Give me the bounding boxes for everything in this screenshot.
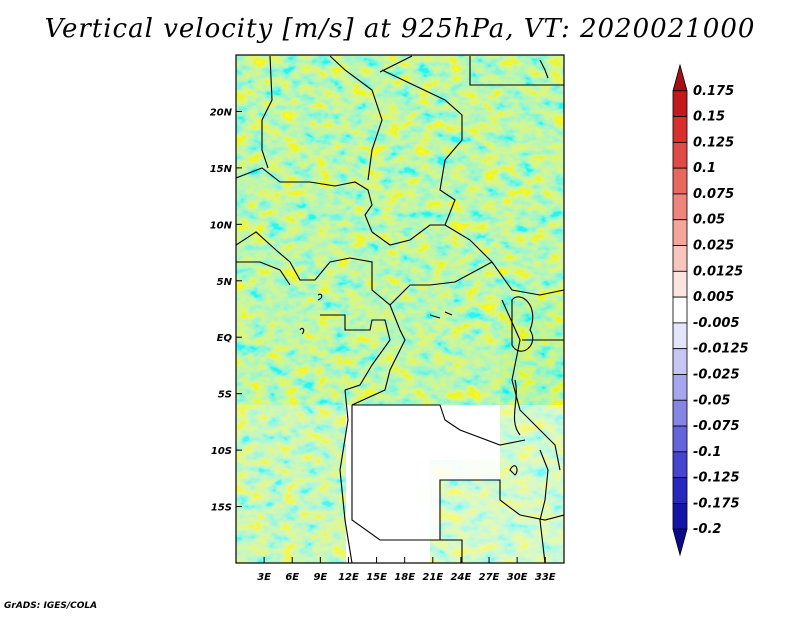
- colorbar-label: 0.075: [693, 187, 734, 202]
- colorbar-swatch: [672, 245, 688, 272]
- colorbar-label: -0.1: [693, 445, 721, 460]
- colorbar-swatch: [672, 425, 688, 453]
- colorbar-label: 0.175: [693, 84, 734, 99]
- colorbar-label: -0.125: [693, 471, 740, 486]
- lat-tick-label: 5S: [218, 390, 232, 401]
- lat-tick-label: 10N: [210, 220, 233, 231]
- lon-tick-label: 9E: [313, 572, 327, 583]
- lat-tick-label: 20N: [210, 107, 233, 118]
- lon-tick-label: 3E: [257, 572, 271, 583]
- colorbar-swatch: [672, 348, 688, 375]
- lon-tick-label: 12E: [338, 572, 359, 583]
- colorbar-label: 0.005: [693, 290, 734, 305]
- lon-tick-label: 30E: [507, 572, 528, 583]
- colorbar-swatch: [672, 399, 688, 427]
- colorbar-swatch: [672, 167, 688, 195]
- colorbar-label: 0.1: [693, 161, 716, 176]
- colorbar-label: -0.2: [693, 522, 721, 537]
- colorbar-swatch: [672, 451, 688, 479]
- colorbar-label: -0.175: [693, 496, 740, 511]
- colorbar-label: -0.05: [693, 393, 730, 408]
- latitude-axis: 20N 15N 10N 5N EQ 5S 10S 15S: [210, 107, 242, 514]
- colorbar-swatch: [672, 219, 688, 246]
- colorbar-swatch: [672, 503, 688, 530]
- lat-tick-label: 15S: [211, 503, 232, 514]
- colorbar-label: -0.0125: [693, 342, 749, 357]
- lat-tick-label: 15N: [210, 164, 233, 175]
- colorbar-swatch: [672, 477, 688, 504]
- lon-tick-label: 15E: [366, 572, 387, 583]
- lat-tick-label: EQ: [217, 333, 233, 344]
- colorbar-swatch: [672, 116, 688, 143]
- colorbar: 0.175 0.15 0.125 0.1 0.075 0.05 0.025 0.0125 0.0…: [672, 63, 749, 557]
- colorbar-swatch: [672, 374, 688, 401]
- plot-frame: [235, 54, 565, 564]
- lon-tick-label: 21E: [422, 572, 443, 583]
- colorbar-label: 0.125: [693, 135, 734, 150]
- country-boundaries: [236, 55, 564, 563]
- lat-tick-label: 10S: [211, 446, 232, 457]
- colorbar-label: -0.025: [693, 367, 740, 382]
- colorbar-label: -0.005: [693, 316, 740, 331]
- grads-credit: GrADS: IGES/COLA: [4, 601, 98, 611]
- lon-tick-label: 33E: [535, 572, 556, 583]
- colorbar-label: 0.15: [693, 110, 725, 125]
- colorbar-label: 0.025: [693, 239, 734, 254]
- lon-tick-label: 24E: [451, 572, 472, 583]
- lon-tick-label: 6E: [285, 572, 299, 583]
- colorbar-swatch: [672, 270, 688, 298]
- lon-tick-label: 18E: [394, 572, 415, 583]
- colorbar-label: -0.075: [693, 419, 740, 434]
- colorbar-swatch: [672, 193, 688, 221]
- colorbar-swatch: [672, 90, 688, 117]
- colorbar-swatch: [672, 63, 688, 92]
- colorbar-swatch: [672, 296, 688, 324]
- map-title: Vertical velocity [m/s] at 925hPa, VT: 2…: [44, 14, 756, 44]
- colorbar-swatch: [672, 322, 688, 350]
- colorbar-swatch: [672, 528, 688, 557]
- vertical-velocity-field: [236, 55, 564, 563]
- colorbar-label: 0.0125: [693, 264, 743, 279]
- colorbar-swatch: [672, 141, 688, 169]
- longitude-axis: 3E 6E 9E 12E 15E 18E 21E 24E 27E 30E 33E: [257, 557, 556, 583]
- lat-tick-label: 5N: [217, 277, 233, 288]
- lon-tick-label: 27E: [479, 572, 500, 583]
- colorbar-label: 0.05: [693, 213, 725, 228]
